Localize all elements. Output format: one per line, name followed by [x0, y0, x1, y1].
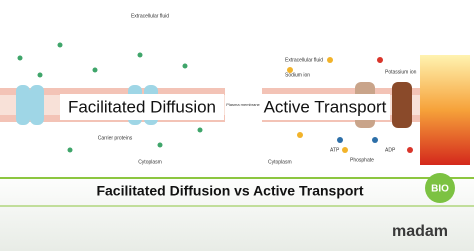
logo-text: madam — [392, 223, 448, 240]
label: Plasma membrane — [226, 102, 260, 107]
label: Phosphate — [350, 157, 374, 163]
label: Sodium ion — [285, 72, 310, 78]
label-box — [260, 94, 390, 120]
label: ATP — [330, 147, 340, 153]
panel-title: Active Transport — [264, 97, 387, 116]
label: ADP — [385, 147, 396, 153]
label-box — [60, 94, 224, 120]
logo — [425, 173, 455, 203]
footer-title: Facilitated Diffusion vs Active Transpor… — [96, 183, 363, 199]
label: Cytoplasm — [138, 159, 162, 165]
label: Potassium ion — [385, 69, 417, 75]
logo-badge: BIO — [431, 184, 449, 195]
label: Carrier proteins — [98, 135, 133, 141]
footer — [0, 172, 474, 251]
panel-title: Facilitated Diffusion — [68, 97, 216, 116]
label: Extracellular fluid — [131, 13, 169, 19]
label: Cytoplasm — [268, 159, 292, 165]
label: Extracellular fluid — [285, 57, 323, 63]
